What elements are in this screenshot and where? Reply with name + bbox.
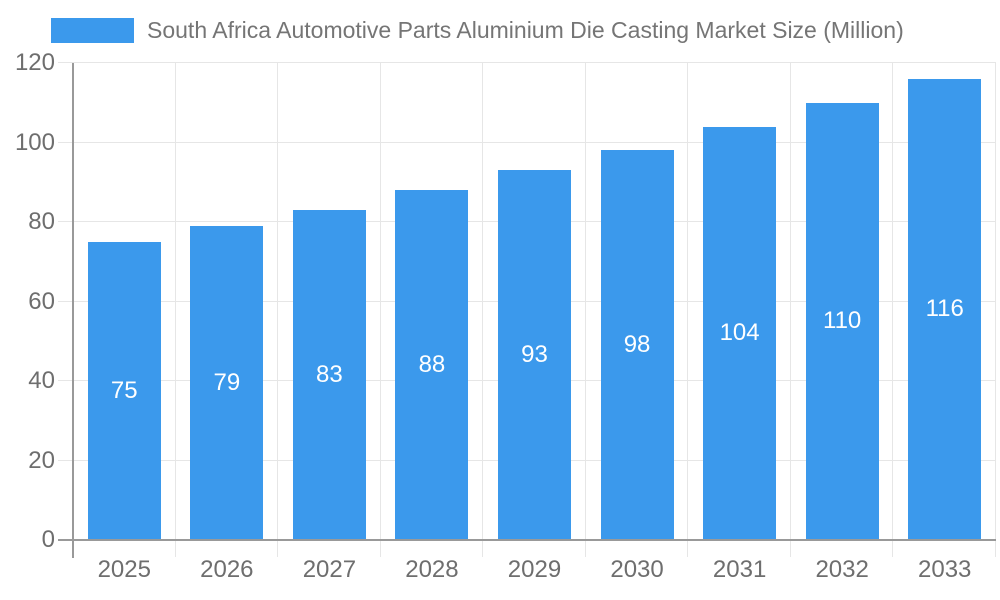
y-tick-mark <box>58 141 73 143</box>
v-gridline <box>277 63 279 540</box>
bar-value-label: 110 <box>823 307 862 335</box>
x-tick-mark <box>482 540 484 557</box>
y-tick-label: 80 <box>28 208 55 235</box>
bar-2028 <box>395 190 469 540</box>
y-tick-label: 40 <box>28 367 55 394</box>
v-gridline <box>379 63 381 540</box>
x-tick-label: 2030 <box>610 556 664 583</box>
x-tick-mark <box>584 540 586 557</box>
y-tick-label: 120 <box>14 49 55 76</box>
bar-value-label: 104 <box>719 319 760 347</box>
bar-value-label: 79 <box>213 368 241 396</box>
y-tick-mark <box>58 380 73 381</box>
bar-2029 <box>498 170 571 540</box>
y-axis-line <box>72 63 74 558</box>
x-tick-label: 2031 <box>712 556 767 583</box>
chart-legend[interactable]: South Africa Automotive Parts Aluminium … <box>51 18 904 43</box>
y-tick-mark <box>58 221 73 222</box>
y-tick-label: 60 <box>28 287 55 315</box>
x-tick-label: 2026 <box>200 556 254 583</box>
bar-value-label: 83 <box>316 361 343 389</box>
x-tick-label: 2025 <box>97 556 151 583</box>
x-tick-mark <box>687 540 689 557</box>
bar-value-label: 88 <box>418 351 446 379</box>
bar-2032 <box>805 102 879 540</box>
x-tick-label: 2027 <box>302 556 357 583</box>
bar-2031 <box>703 126 777 540</box>
y-tick-mark <box>58 62 73 63</box>
x-tick-label: 2032 <box>815 556 869 583</box>
y-tick-label: 0 <box>41 526 55 553</box>
bar-2033 <box>908 78 982 540</box>
bar-value-label: 93 <box>521 341 548 369</box>
v-gridline <box>584 63 586 540</box>
h-gridline <box>73 62 996 63</box>
y-tick-mark <box>58 459 73 461</box>
chart-title: South Africa Automotive Parts Aluminium … <box>147 17 904 43</box>
bar-2030 <box>600 150 674 540</box>
y-tick-label: 100 <box>14 128 55 156</box>
x-tick-label: 2028 <box>405 556 459 583</box>
y-tick-mark <box>58 300 73 302</box>
h-gridline <box>73 141 996 143</box>
x-tick-label: 2033 <box>918 556 972 583</box>
x-tick-mark <box>379 540 381 557</box>
x-tick-label: 2029 <box>507 556 562 583</box>
v-gridline <box>892 63 894 540</box>
v-gridline <box>687 63 689 540</box>
v-gridline <box>789 63 791 540</box>
x-tick-mark <box>174 540 176 557</box>
bar-value-label: 116 <box>925 295 964 323</box>
v-gridline <box>174 63 176 540</box>
bar-value-label: 98 <box>623 331 651 359</box>
v-gridline <box>995 63 996 540</box>
v-gridline <box>482 63 484 540</box>
x-tick-mark <box>892 540 894 557</box>
y-tick-label: 20 <box>28 446 55 474</box>
x-tick-mark <box>789 540 791 557</box>
x-tick-mark <box>995 540 996 557</box>
legend-swatch <box>51 18 134 43</box>
bar-2027 <box>292 210 366 540</box>
x-tick-mark <box>277 540 279 557</box>
bar-2025 <box>87 241 161 540</box>
x-axis-line <box>58 539 996 541</box>
plot-area: 75 79 83 88 93 98 104 110 116 <box>73 62 996 540</box>
bar-value-label: 75 <box>110 376 138 404</box>
bar-2026 <box>190 225 264 540</box>
